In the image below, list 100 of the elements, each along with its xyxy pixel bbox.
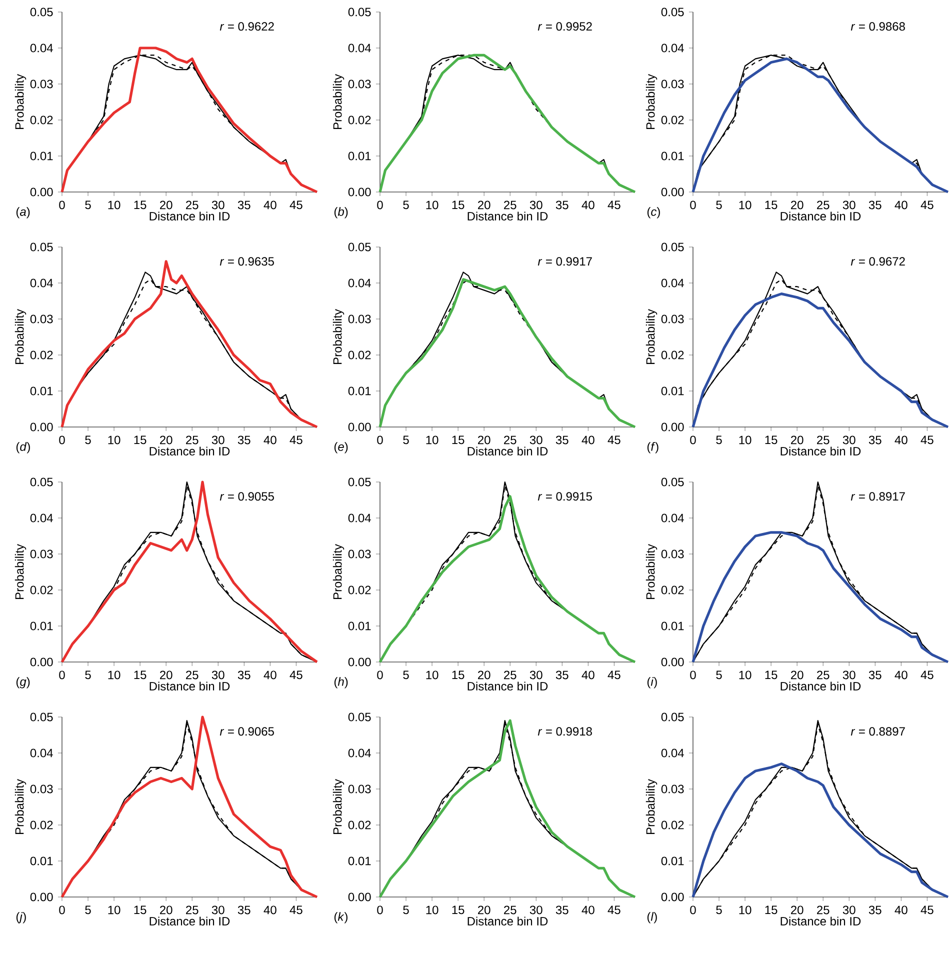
y-tick-label: 0.00 [661, 892, 684, 902]
text: (b) [334, 207, 348, 218]
x-tick-label: 35 [556, 436, 568, 444]
x-tick-label: 40 [264, 436, 276, 444]
text: (i) [647, 677, 657, 688]
y-tick-label: 0.01 [30, 386, 53, 396]
x-tick-label: 20 [160, 436, 172, 444]
x-tick-label: 40 [582, 670, 594, 680]
x-axis-title: Distance bin ID [150, 212, 230, 221]
y-tick-label: 0.04 [661, 44, 684, 52]
x-tick-label: 10 [426, 436, 438, 444]
x-tick-label: 30 [212, 200, 224, 210]
text: (a) [16, 207, 30, 218]
y-tick-label: 0.01 [348, 386, 371, 396]
x-tick-label: 45 [920, 670, 934, 680]
x-tick-label: 30 [530, 436, 542, 444]
x-tick-label: 15 [134, 906, 146, 914]
text: (f) [647, 442, 658, 454]
x-axis-title: Distance bin ID [780, 212, 861, 221]
y-tick-label: 0.00 [30, 892, 53, 902]
x-tick-label: 20 [478, 670, 490, 680]
x-tick-label: 35 [868, 436, 882, 444]
x-tick-label: 10 [739, 436, 752, 444]
x-tick-label: 10 [739, 906, 752, 914]
y-tick-label: 0.05 [661, 8, 684, 16]
y-tick-label: 0.04 [30, 748, 53, 758]
x-tick-label: 35 [556, 200, 568, 210]
y-tick-label: 0.04 [348, 278, 371, 288]
x-tick-label: 35 [556, 906, 568, 914]
annotation: r = 0.9635 [220, 257, 274, 266]
x-axis-title: Distance bin ID [468, 212, 548, 221]
y-tick-label: 0.00 [30, 188, 53, 196]
x-tick-label: 5 [403, 906, 409, 914]
x-tick-label: 15 [452, 906, 464, 914]
x-tick-label: 5 [403, 436, 409, 444]
y-tick-label: 0.02 [30, 350, 53, 360]
x-tick-label: 5 [403, 670, 409, 680]
x-axis-title: Distance bin ID [780, 682, 861, 691]
y-axis-title: Probability [332, 74, 344, 130]
y-tick-label: 0.03 [348, 550, 371, 558]
x-tick-label: 15 [765, 200, 778, 210]
text: (d) [16, 442, 30, 454]
x-tick-label: 0 [377, 670, 383, 680]
y-axis-title: Probability [332, 309, 344, 364]
x-tick-label: 20 [160, 906, 172, 914]
x-tick-label: 25 [817, 906, 830, 914]
y-tick-label: 0.01 [348, 856, 371, 866]
x-tick-label: 0 [690, 436, 696, 444]
annotation: r = 0.9622 [220, 22, 274, 31]
y-tick-label: 0.00 [348, 188, 371, 196]
x-tick-label: 0 [377, 200, 383, 210]
y-tick-label: 0.04 [348, 748, 371, 758]
x-tick-label: 10 [426, 200, 438, 210]
x-tick-label: 35 [868, 670, 882, 680]
x-axis-title: Distance bin ID [150, 446, 230, 456]
x-tick-label: 25 [504, 906, 516, 914]
x-tick-label: 5 [85, 906, 91, 914]
x-tick-label: 20 [160, 200, 172, 210]
x-tick-label: 15 [452, 436, 464, 444]
y-tick-label: 0.00 [348, 658, 371, 666]
x-tick-label: 0 [690, 670, 696, 680]
y-axis-title: Probability [332, 779, 344, 834]
y-tick-label: 0.05 [348, 8, 371, 16]
annotation: r = 0.9917 [538, 257, 592, 266]
y-tick-label: 0.04 [30, 44, 53, 52]
text: (e) [334, 442, 348, 454]
x-tick-label: 25 [817, 200, 830, 210]
x-axis-title: Distance bin ID [468, 682, 548, 691]
x-tick-label: 30 [842, 670, 856, 680]
x-tick-label: 15 [452, 670, 464, 680]
y-tick-label: 0.03 [30, 80, 53, 88]
text: (k) [334, 912, 348, 924]
x-tick-label: 30 [842, 200, 856, 210]
y-tick-label: 0.02 [661, 586, 684, 594]
x-tick-label: 20 [791, 200, 804, 210]
x-tick-label: 30 [842, 436, 856, 444]
text: (g) [16, 677, 30, 688]
x-tick-label: 30 [530, 906, 542, 914]
x-tick-label: 35 [868, 200, 882, 210]
y-tick-label: 0.00 [661, 188, 684, 196]
x-tick-label: 20 [791, 670, 804, 680]
y-tick-label: 0.03 [348, 784, 371, 794]
x-tick-label: 35 [238, 670, 250, 680]
y-tick-label: 0.02 [661, 350, 684, 360]
y-axis-title: Probability [646, 544, 658, 600]
x-tick-label: 40 [894, 200, 908, 210]
x-tick-label: 40 [582, 906, 594, 914]
annotation: r = 0.9915 [538, 492, 592, 501]
y-tick-label: 0.05 [30, 8, 53, 16]
x-tick-label: 40 [894, 906, 908, 914]
y-tick-label: 0.03 [661, 314, 684, 324]
x-tick-label: 30 [212, 670, 224, 680]
x-tick-label: 25 [504, 436, 516, 444]
x-tick-label: 25 [504, 200, 516, 210]
y-tick-label: 0.01 [30, 152, 53, 160]
y-tick-label: 0.02 [30, 820, 53, 830]
x-tick-label: 25 [817, 436, 830, 444]
y-tick-label: 0.02 [661, 116, 684, 124]
x-axis-title: Distance bin ID [780, 916, 861, 926]
x-tick-label: 0 [690, 200, 696, 210]
